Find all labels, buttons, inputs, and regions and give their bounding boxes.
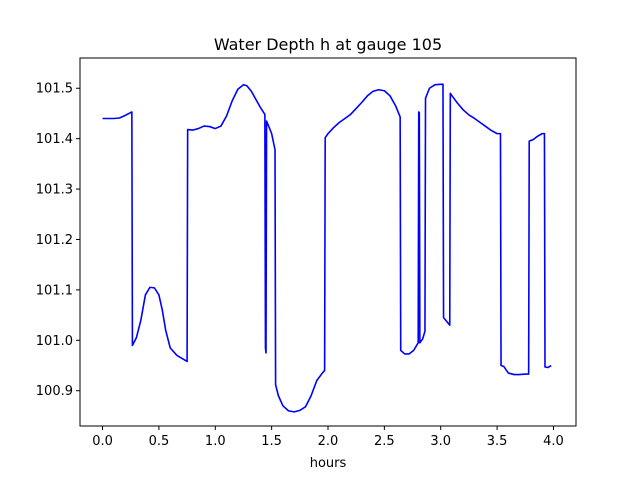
y-axis: 100.9 101.0 101.1 101.2 101.3 101.4 101.5 <box>36 82 80 399</box>
x-tick-label: 4.0 <box>543 434 564 449</box>
series-line-0 <box>102 83 552 413</box>
y-tick-label: 101.3 <box>36 183 73 198</box>
x-tick-label: 3.5 <box>487 434 508 449</box>
x-tick-label: 0.0 <box>92 434 113 449</box>
x-tick-label: 2.5 <box>374 434 395 449</box>
series-layer <box>102 83 552 413</box>
x-axis-label: hours <box>310 456 347 471</box>
y-tick-label: 100.9 <box>36 384 73 399</box>
y-tick-label: 101.4 <box>36 132 73 147</box>
x-tick-label: 3.0 <box>430 434 451 449</box>
y-tick-label: 101.0 <box>36 334 73 349</box>
chart-title: Water Depth h at gauge 105 <box>214 35 442 54</box>
x-tick-label: 0.5 <box>149 434 170 449</box>
plot-area <box>79 57 577 427</box>
y-tick-label: 101.1 <box>36 283 73 298</box>
y-tick-label: 101.2 <box>36 233 73 248</box>
x-tick-label: 1.0 <box>205 434 226 449</box>
x-tick-label: 2.0 <box>318 434 339 449</box>
plot-background <box>80 58 576 426</box>
x-tick-label: 1.5 <box>261 434 282 449</box>
x-axis: 0.0 0.5 1.0 1.5 2.0 2.5 3.0 3.5 4.0 <box>92 426 564 449</box>
y-tick-label: 101.5 <box>36 82 73 97</box>
